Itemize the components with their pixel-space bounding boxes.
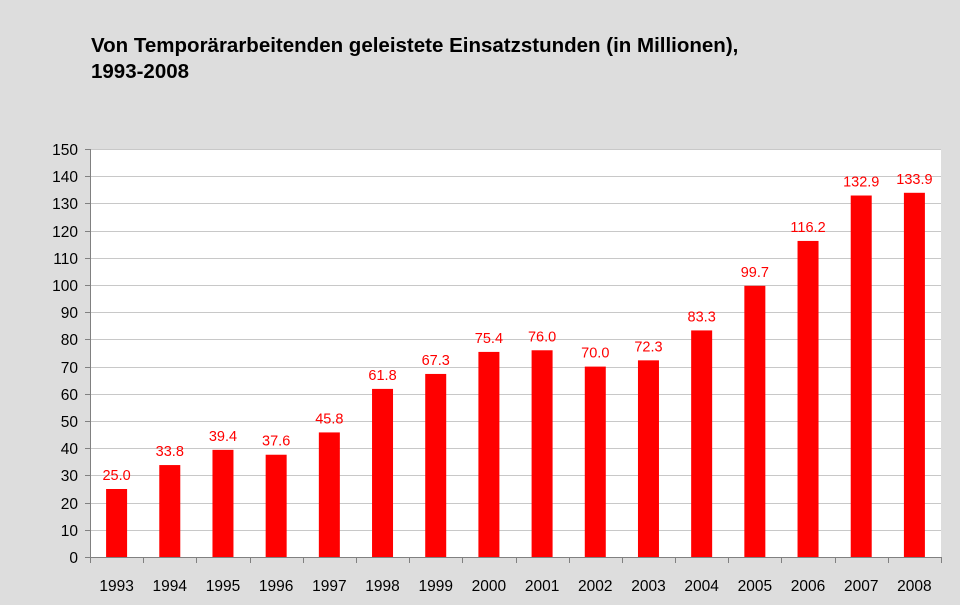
bar-2004 — [691, 330, 713, 557]
y-tick-label: 70 — [61, 360, 79, 377]
bar-2007 — [850, 195, 872, 557]
bar-2005 — [744, 285, 766, 557]
data-label-2006: 116.2 — [790, 220, 825, 236]
axes — [90, 149, 941, 558]
x-tick-label: 2002 — [578, 578, 612, 595]
x-tick-label: 2004 — [684, 578, 719, 595]
data-label-2008: 133.9 — [896, 172, 932, 188]
data-label-2004: 83.3 — [688, 309, 716, 325]
data-label-1997: 45.8 — [315, 411, 343, 427]
x-tick-label: 1997 — [312, 578, 346, 595]
x-tick-label: 2005 — [738, 578, 772, 595]
x-tick-label: 1993 — [99, 578, 133, 595]
bar-1997 — [318, 432, 340, 557]
x-tick-label: 2007 — [844, 578, 878, 595]
chart-title-line-2: 1993-2008 — [91, 60, 190, 83]
bar-1996 — [265, 454, 287, 557]
chart-title: Von Temporärarbeitenden geleistete Einsa… — [91, 33, 871, 85]
bar-2003 — [637, 360, 659, 557]
x-tick-label: 2001 — [525, 578, 559, 595]
x-tick-label: 2003 — [631, 578, 665, 595]
x-tick-label: 2008 — [897, 578, 931, 595]
x-tick-label: 1999 — [418, 578, 452, 595]
y-tick-label: 130 — [52, 196, 78, 213]
data-labels: 25.0 33.8 39.4 37.6 45.8 61.8 67.3 75.4 76.0 70.0… — [102, 172, 932, 484]
bar-1998 — [372, 388, 394, 557]
x-tick-label: 1994 — [153, 578, 188, 595]
data-label-1994: 33.8 — [156, 444, 184, 460]
bar-2006 — [797, 240, 819, 557]
x-axis-ticks: 1993 1994 1995 1996 1997 1998 1999 2000 2001 2002… — [90, 557, 942, 595]
chart-title-line-1: Von Temporärarbeitenden geleistete Einsa… — [91, 34, 739, 57]
data-label-1996: 37.6 — [262, 434, 290, 450]
y-tick-label: 110 — [53, 251, 78, 268]
bar-2000 — [478, 351, 500, 557]
y-tick-label: 30 — [61, 468, 79, 485]
y-tick-label: 80 — [61, 332, 79, 349]
x-tick-label: 2000 — [472, 578, 507, 595]
data-label-1999: 67.3 — [422, 353, 450, 369]
y-tick-label: 100 — [52, 278, 78, 295]
y-tick-label: 140 — [52, 169, 78, 186]
bar-1994 — [159, 465, 181, 557]
data-label-2003: 72.3 — [634, 339, 662, 355]
bar-1993 — [106, 489, 128, 557]
y-tick-label: 40 — [61, 441, 79, 458]
bar-1995 — [212, 449, 234, 557]
bar-2008 — [903, 192, 925, 558]
y-tick-label: 20 — [61, 496, 79, 513]
data-label-1998: 61.8 — [368, 368, 396, 384]
y-tick-label: 50 — [61, 414, 79, 431]
y-tick-label: 10 — [61, 523, 79, 540]
data-label-1993: 25.0 — [102, 468, 130, 484]
data-label-2000: 75.4 — [475, 331, 503, 347]
x-tick-label: 2006 — [791, 578, 825, 595]
data-label-1995: 39.4 — [209, 429, 237, 445]
x-tick-label: 1995 — [206, 578, 240, 595]
bar-2001 — [531, 350, 553, 557]
x-tick-label: 1998 — [365, 578, 399, 595]
y-axis-ticks: 0 10 20 30 40 50 60 70 80 90 100 110 120 130 140 150 — [52, 142, 90, 567]
x-tick-label: 1996 — [259, 578, 293, 595]
y-tick-label: 90 — [61, 305, 79, 322]
y-tick-label: 0 — [69, 550, 78, 567]
y-tick-label: 60 — [61, 387, 79, 404]
data-label-2002: 70.0 — [581, 346, 609, 362]
data-label-2005: 99.7 — [741, 265, 769, 281]
y-tick-label: 150 — [52, 142, 78, 159]
data-label-2007: 132.9 — [843, 175, 879, 191]
bar-1999 — [425, 373, 447, 557]
y-tick-label: 120 — [52, 224, 78, 241]
data-label-2001: 76.0 — [528, 329, 556, 345]
bar-2002 — [584, 366, 606, 557]
bars — [106, 192, 925, 558]
